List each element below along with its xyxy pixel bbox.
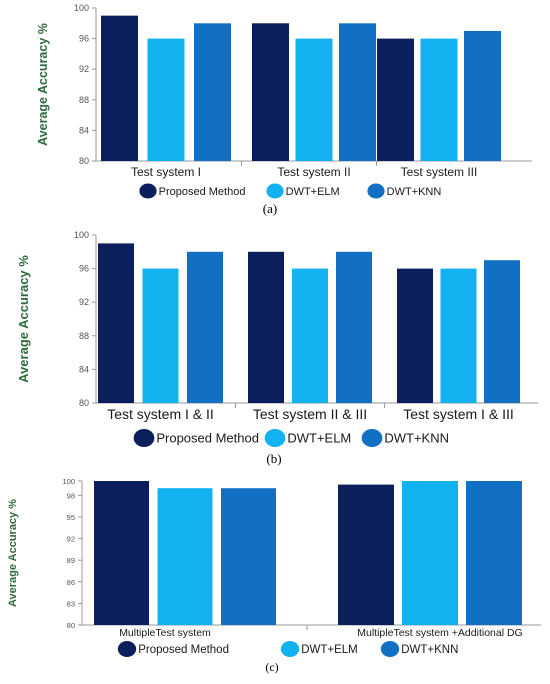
bar-dwt-elm-2: [440, 268, 477, 403]
bar-proposed-method-0: [94, 481, 149, 625]
legend-marker: [133, 429, 155, 447]
legend: Proposed Method DWT+ELM DWT+KNN: [117, 641, 458, 657]
y-tick-label: 96: [79, 264, 89, 274]
y-tick-label: 100: [74, 3, 89, 13]
bar-proposed-method-1: [252, 23, 289, 161]
bar-dwt-knn-1: [466, 481, 522, 625]
x-category-label: Test system I & II: [107, 406, 214, 422]
legend-label: Proposed Method: [156, 431, 259, 446]
panel-caption: (a): [263, 201, 277, 216]
legend-label: Proposed Method: [138, 644, 229, 656]
y-tick-label: 80: [79, 398, 89, 408]
x-category-label: Test system II & III: [253, 406, 367, 422]
chart-panel-2: 80 83 86 89 92 95 98 100 MultipleTest system Mult…: [7, 477, 541, 674]
y-axis-label: Average Accuracy %: [7, 499, 19, 607]
y-tick-label: 80: [67, 621, 75, 630]
bar-dwt-knn-0: [194, 23, 231, 161]
bar-dwt-elm-0: [142, 268, 179, 403]
legend-marker: [264, 429, 286, 447]
y-tick-label: 88: [79, 95, 89, 105]
bar-dwt-elm-1: [292, 268, 328, 403]
bar-dwt-knn-1: [336, 251, 372, 403]
legend-label: DWT+ELM: [287, 431, 351, 446]
panel-caption: (c): [265, 660, 278, 674]
x-category-label: MultipleTest system: [119, 627, 211, 639]
y-tick-label: 88: [79, 331, 89, 341]
legend-marker: [367, 183, 385, 199]
legend: Proposed Method DWT+ELM DWT+KNN: [139, 183, 442, 199]
y-tick-label: 84: [79, 364, 89, 374]
legend-label: DWT+ELM: [301, 644, 358, 656]
bar-proposed-method-2: [377, 38, 414, 161]
x-category-label: MultipleTest system +Additional DG: [357, 627, 522, 639]
y-tick-label: 92: [79, 297, 89, 307]
bar-dwt-elm-1: [402, 481, 458, 625]
y-tick-label: 100: [62, 477, 75, 486]
y-tick-label: 96: [79, 34, 89, 44]
bar-dwt-knn-0: [187, 251, 223, 403]
bar-dwt-knn-0: [221, 488, 276, 625]
x-category-label: Test system I: [131, 165, 201, 179]
chart-panel-0: 80 84 88 92 96 100 Test system I Test system II…: [36, 3, 532, 216]
legend-marker: [280, 641, 300, 657]
legend-label: Proposed Method: [159, 186, 246, 198]
legend-label: DWT+KNN: [384, 431, 449, 446]
y-tick-label: 80: [79, 156, 89, 166]
bar-proposed-method-2: [397, 268, 433, 403]
y-axis-label: Average Accuracy %: [36, 23, 50, 146]
y-axis-label: Average Accuracy %: [16, 255, 31, 383]
y-tick-label: 100: [74, 230, 89, 240]
legend-label: DWT+ELM: [286, 186, 340, 198]
bar-proposed-method-0: [101, 15, 138, 162]
legend-marker: [361, 429, 383, 447]
bar-proposed-method-1: [338, 484, 394, 625]
bar-proposed-method-0: [98, 243, 134, 403]
bar-dwt-knn-2: [484, 260, 520, 403]
bar-dwt-elm-2: [420, 38, 458, 161]
x-category-label: Test system III: [401, 165, 478, 179]
legend-marker: [117, 641, 137, 657]
legend-label: DWT+KNN: [387, 186, 442, 198]
bar-dwt-elm-1: [295, 38, 333, 161]
y-tick-label: 92: [79, 64, 89, 74]
y-tick-label: 84: [79, 125, 89, 135]
bar-dwt-knn-1: [339, 23, 376, 161]
legend-label: DWT+KNN: [401, 644, 458, 656]
legend-marker: [266, 183, 284, 199]
y-tick-label: 98: [67, 491, 75, 500]
legend-marker: [139, 183, 157, 199]
legend-marker: [380, 641, 400, 657]
chart-panel-1: 80 84 88 92 96 100 Test system I & II Test syst…: [16, 230, 538, 466]
bar-dwt-elm-0: [157, 488, 213, 625]
bar-dwt-elm-0: [147, 38, 185, 161]
x-category-label: Test system II: [277, 165, 350, 179]
y-tick-label: 95: [67, 513, 75, 522]
legend: Proposed Method DWT+ELM DWT+KNN: [133, 429, 449, 447]
y-tick-label: 83: [67, 599, 75, 608]
y-tick-label: 89: [67, 556, 75, 565]
x-category-label: Test system I & III: [403, 406, 513, 422]
y-tick-label: 86: [67, 578, 75, 587]
bar-proposed-method-1: [248, 251, 284, 403]
bar-dwt-knn-2: [464, 30, 501, 162]
y-tick-label: 92: [67, 535, 75, 544]
panel-caption: (b): [266, 451, 281, 466]
